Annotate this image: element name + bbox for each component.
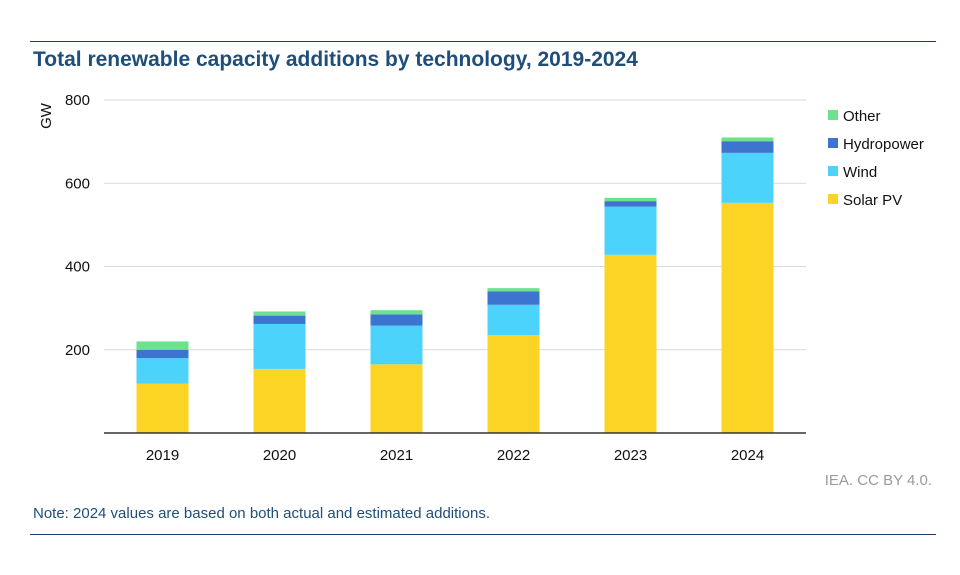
bar-2022-solar-pv [487,335,540,433]
bar-2020-other [253,311,306,316]
bar-2019-other [136,341,189,350]
legend-swatch-hydropower [828,138,838,148]
gridlines [104,99,806,351]
bar-2022-other [487,288,540,292]
legend-label-solar-pv: Solar PV [843,192,902,209]
bar-2023-solar-pv [604,254,657,433]
bars [136,137,774,433]
x-tick-2019: 2019 [146,447,179,464]
bar-2022-hydropower [487,291,540,305]
bar-2024-hydropower [721,141,774,153]
x-tick-2023: 2023 [614,447,647,464]
note-text: Note: 2024 values are based on both actu… [33,505,490,522]
bar-2020-wind [253,323,306,369]
bar-2021-hydropower [370,314,423,326]
x-tick-labels: 2019 2020 2021 2022 2023 2024 [146,447,764,464]
legend-label-hydropower: Hydropower [843,136,924,153]
bar-2022-wind [487,304,540,336]
y-axis-label: GW [38,102,55,129]
bar-2019-solar-pv [136,383,189,433]
y-tick-200: 200 [65,342,90,359]
y-tick-600: 600 [65,175,90,192]
bar-2024-solar-pv [721,202,774,433]
chart-title: Total renewable capacity additions by te… [33,48,638,71]
bar-2019-hydropower [136,349,189,359]
legend-swatch-wind [828,166,838,176]
bar-2024-wind [721,152,774,203]
bar-2024-other [721,137,774,142]
legend[interactable]: Other Hydropower Wind Solar PV [828,108,924,209]
top-rule [30,41,936,42]
x-tick-2021: 2021 [380,447,413,464]
bar-2021-solar-pv [370,364,423,433]
credit-text: IEA. CC BY 4.0. [824,472,932,489]
y-tick-800: 800 [65,92,90,109]
bar-2021-other [370,310,423,315]
y-tick-labels: 200 400 600 800 [65,92,90,359]
bar-2020-hydropower [253,315,306,324]
x-tick-2024: 2024 [731,447,764,464]
bar-2021-wind [370,325,423,365]
bar-2023-hydropower [604,201,657,207]
legend-swatch-solar-pv [828,194,838,204]
bar-2023-wind [604,206,657,255]
y-tick-400: 400 [65,259,90,276]
bar-2020-solar-pv [253,368,306,433]
x-tick-2022: 2022 [497,447,530,464]
legend-label-other: Other [843,108,881,125]
legend-label-wind: Wind [843,164,877,181]
bar-2019-wind [136,358,189,384]
bottom-rule [30,534,936,535]
x-tick-2020: 2020 [263,447,296,464]
legend-swatch-other [828,110,838,120]
bar-2023-other [604,197,657,202]
